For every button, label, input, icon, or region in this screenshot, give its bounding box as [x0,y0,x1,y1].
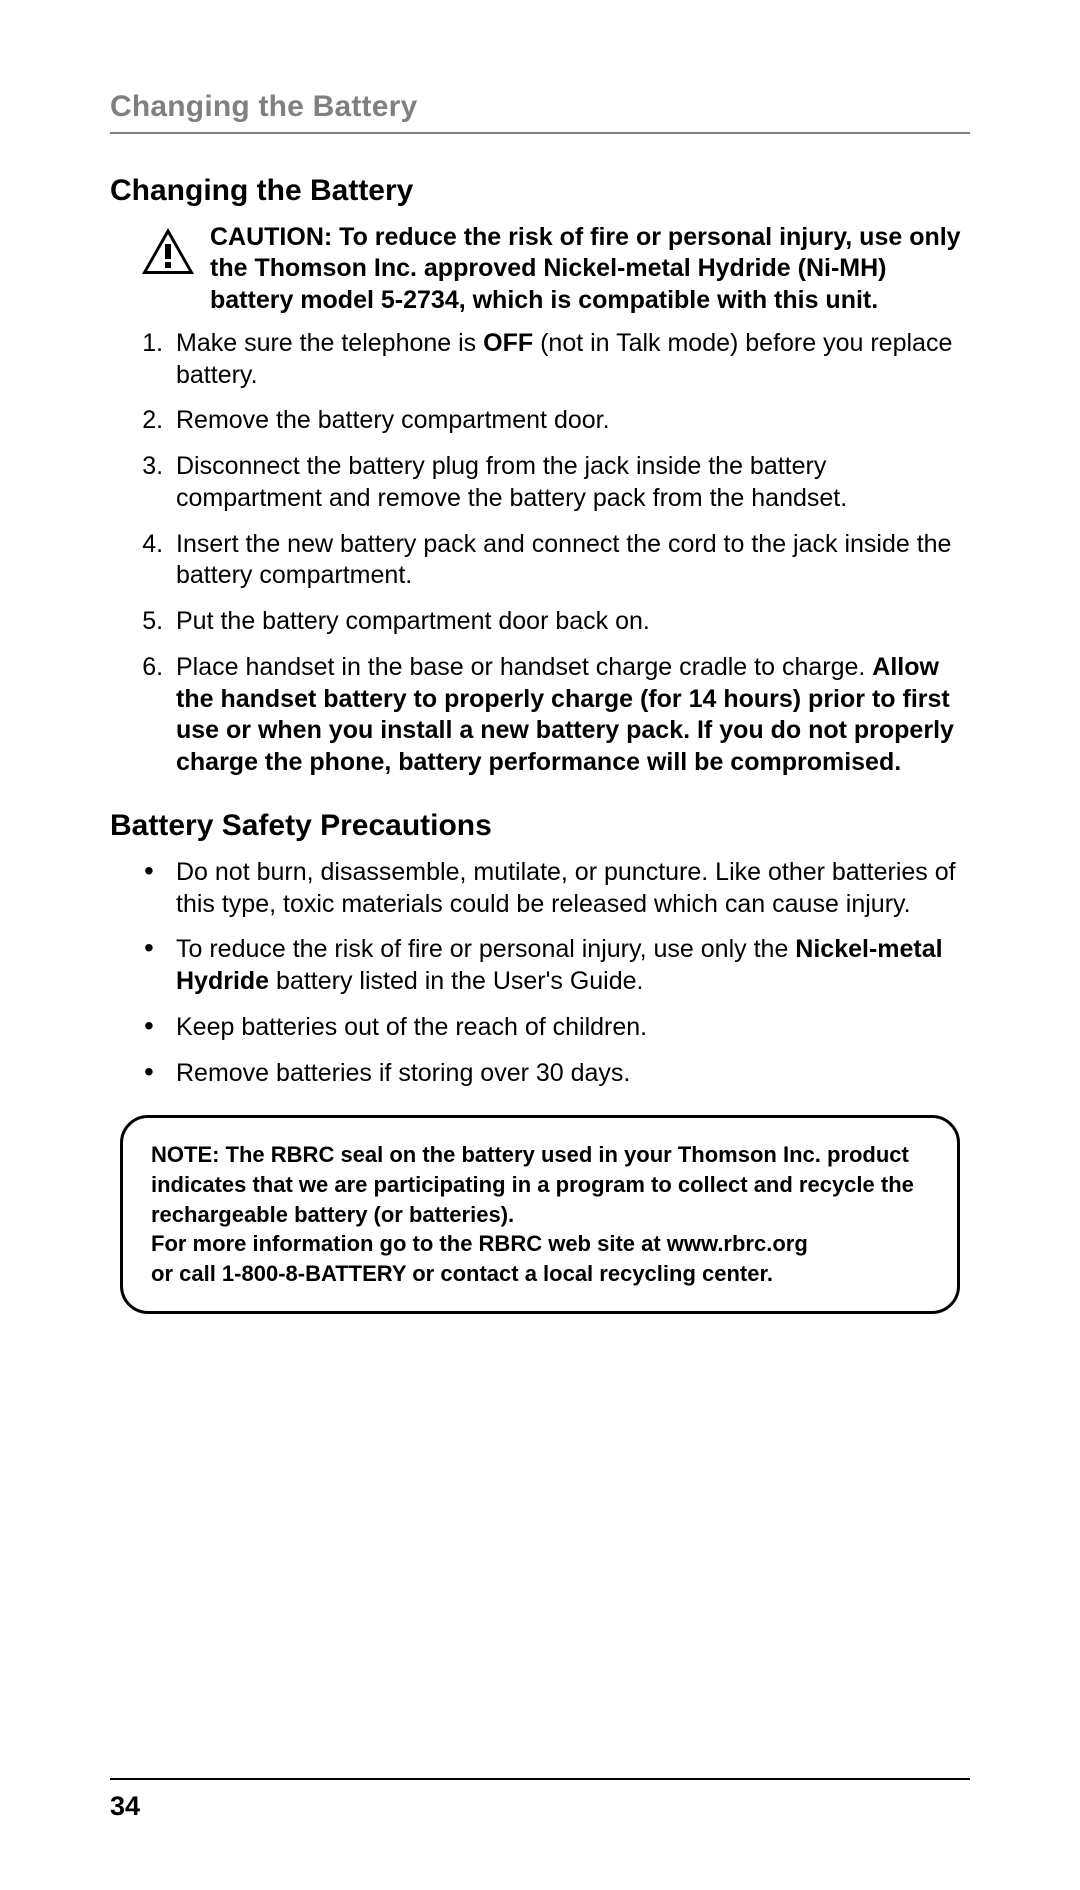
step-text: Disconnect the battery plug from the jac… [176,452,847,512]
step-item: Place handset in the base or handset cha… [170,652,970,779]
step-text: Make sure the telephone is [176,329,483,357]
warning-icon [140,226,196,281]
bullet-item: Keep batteries out of the reach of child… [170,1012,970,1044]
bullet-item: Remove batteries if storing over 30 days… [170,1058,970,1090]
step-bold: OFF [483,329,533,357]
step-text: Place handset in the base or handset cha… [176,653,872,681]
step-text: Put the battery compartment door back on… [176,607,650,635]
step-item: Put the battery compartment door back on… [170,606,970,638]
bullet-text: Keep batteries out of the reach of child… [176,1013,647,1041]
page-number: 34 [110,1791,140,1822]
running-head: Changing the Battery [110,90,970,134]
steps-list: Make sure the telephone is OFF (not in T… [110,328,970,779]
bullet-item: Do not burn, disassemble, mutilate, or p… [170,857,970,921]
step-item: Make sure the telephone is OFF (not in T… [170,328,970,392]
section-title: Changing the Battery [110,174,970,208]
bullet-text: battery listed in the User's Guide. [269,967,643,995]
note-line: or call 1-800-8-BATTERY or contact a loc… [151,1259,929,1289]
subsection-title: Battery Safety Precautions [110,809,970,843]
note-box: NOTE: The RBRC seal on the battery used … [120,1115,960,1313]
bullets-list: Do not burn, disassemble, mutilate, or p… [110,857,970,1090]
bullet-text: Remove batteries if storing over 30 days… [176,1059,630,1087]
step-text: Insert the new battery pack and connect … [176,530,951,590]
step-item: Remove the battery compartment door. [170,405,970,437]
manual-page: Changing the Battery Changing the Batter… [0,0,1080,1890]
bullet-text: To reduce the risk of fire or personal i… [176,935,795,963]
note-line: NOTE: The RBRC seal on the battery used … [151,1140,929,1229]
note-line: For more information go to the RBRC web … [151,1229,929,1259]
step-item: Insert the new battery pack and connect … [170,529,970,593]
footer-rule [110,1778,970,1780]
step-text: Remove the battery compartment door. [176,406,610,434]
bullet-text: Do not burn, disassemble, mutilate, or p… [176,858,956,918]
caution-block: CAUTION: To reduce the risk of fire or p… [140,222,970,316]
step-item: Disconnect the battery plug from the jac… [170,451,970,515]
bullet-item: To reduce the risk of fire or personal i… [170,934,970,998]
caution-text: CAUTION: To reduce the risk of fire or p… [210,222,970,316]
